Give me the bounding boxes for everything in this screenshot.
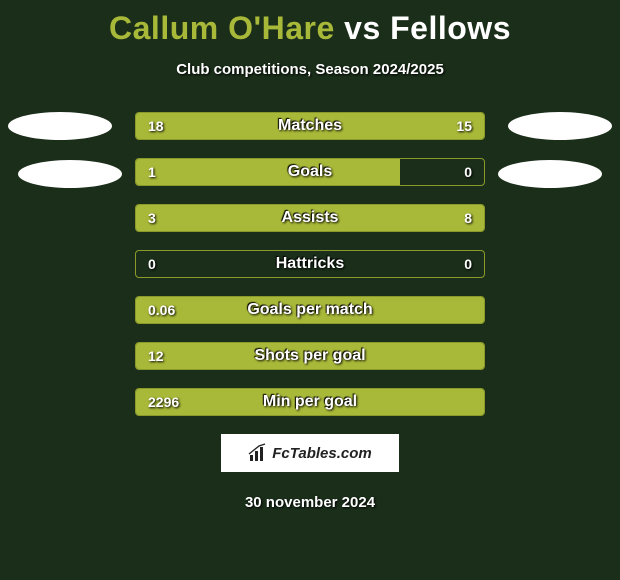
stat-value-right: 0 — [464, 159, 472, 185]
comparison-title: Callum O'Hare vs Fellows — [0, 0, 620, 47]
stat-label: Goals per match — [136, 297, 484, 323]
placeholder-ellipse — [508, 112, 612, 140]
placeholder-ellipse — [18, 160, 122, 188]
chart-area: 18Matches151Goals03Assists80Hattricks00.… — [0, 112, 620, 416]
stat-label: Assists — [136, 205, 484, 231]
subtitle: Club competitions, Season 2024/2025 — [0, 61, 620, 78]
source-logo: FcTables.com — [221, 434, 399, 472]
stat-value-right: 8 — [464, 205, 472, 231]
logo-text: FcTables.com — [272, 445, 371, 462]
chart-bars-icon — [248, 443, 268, 463]
stat-row: 0Hattricks0 — [135, 250, 485, 278]
stat-label: Hattricks — [136, 251, 484, 277]
stat-row: 18Matches15 — [135, 112, 485, 140]
player2-name: Fellows — [390, 10, 511, 46]
stat-row: 2296Min per goal — [135, 388, 485, 416]
stat-row: 12Shots per goal — [135, 342, 485, 370]
stat-label: Shots per goal — [136, 343, 484, 369]
stat-label: Goals — [136, 159, 484, 185]
stat-row: 1Goals0 — [135, 158, 485, 186]
date: 30 november 2024 — [0, 494, 620, 511]
stat-value-right: 0 — [464, 251, 472, 277]
placeholder-ellipse — [498, 160, 602, 188]
stat-row: 3Assists8 — [135, 204, 485, 232]
stat-label: Min per goal — [136, 389, 484, 415]
placeholder-ellipse — [8, 112, 112, 140]
player1-name: Callum O'Hare — [109, 10, 335, 46]
vs-word: vs — [344, 10, 381, 46]
stat-label: Matches — [136, 113, 484, 139]
stat-value-right: 15 — [456, 113, 472, 139]
stat-row: 0.06Goals per match — [135, 296, 485, 324]
stat-bars: 18Matches151Goals03Assists80Hattricks00.… — [135, 112, 485, 416]
